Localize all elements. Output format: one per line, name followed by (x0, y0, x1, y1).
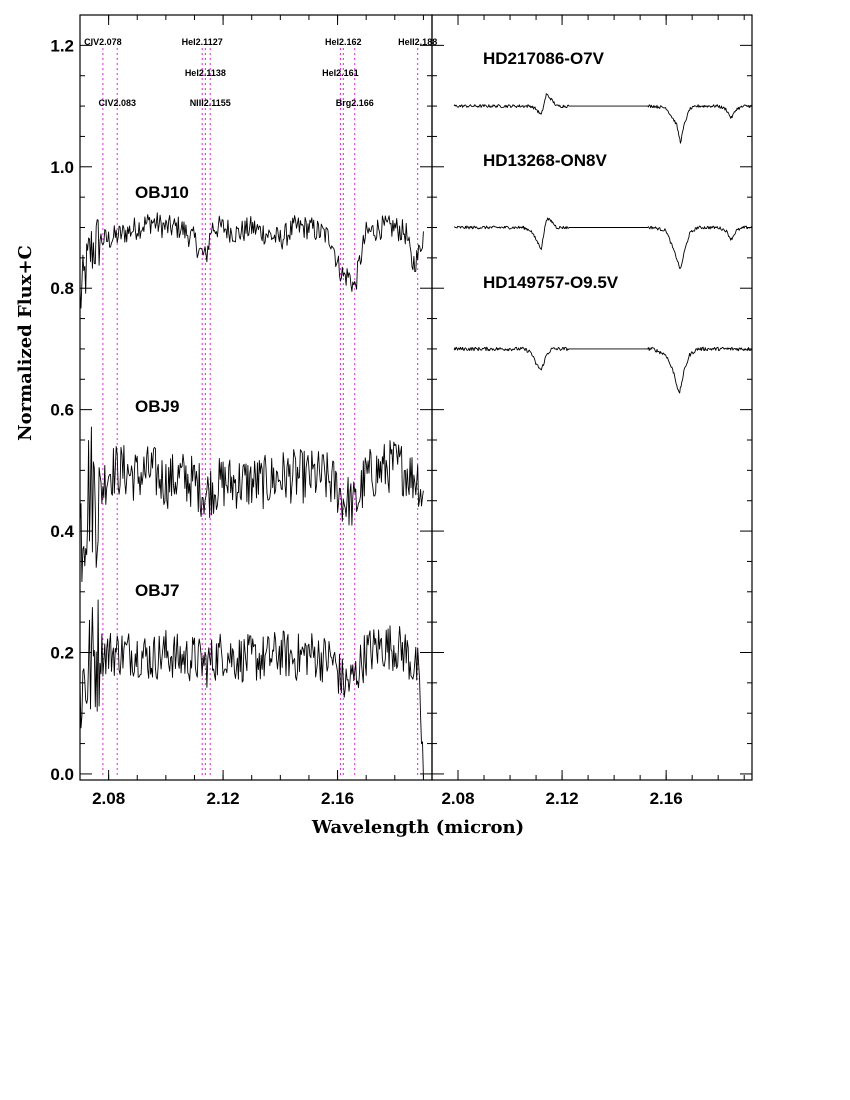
x-axis-title: Wavelength (micron) (311, 817, 524, 838)
y-tick-label: 1.2 (50, 36, 74, 55)
right-axis-ticks: 2.08 2.12 2.16 (431, 15, 752, 808)
marker-label-hei2-1138: HeI2.1138 (185, 68, 226, 78)
y-tick-label: 0.2 (50, 644, 74, 663)
line-marker-labels: CIV2.078 CIV2.083 HeI2.1127 HeI2.1138 NIII2.… (84, 37, 437, 108)
marker-label-civ2-078: CIV2.078 (84, 37, 122, 47)
series-label-hd149757-o9-5v: HD149757-O9.5V (483, 273, 619, 292)
right-plot-frame (431, 14, 753, 781)
marker-label-hei2-161: HeI2.161 (322, 68, 359, 78)
left-axis-ticks: 2.08 2.12 2.16 0.0 0.2 0.4 0.6 0.8 1.0 1.2 (50, 15, 432, 808)
left-spectra (79, 212, 424, 777)
y-tick-label: 0.4 (50, 522, 74, 541)
series-label-hd13268-on8v: HD13268-ON8V (483, 151, 607, 170)
y-tick-label: 0.6 (50, 401, 74, 420)
right-spectrum-labels: HD217086-O7V HD13268-ON8V HD149757-O9.5V (483, 49, 619, 292)
x-tick-label: 2.16 (321, 789, 354, 808)
marker-label-hei2-1127: HeI2.1127 (182, 37, 223, 47)
x-tick-label: 2.08 (441, 789, 474, 808)
spectrum-hd149757-o9-5v (453, 346, 753, 394)
marker-label-hei2-162: HeI2.162 (325, 37, 362, 47)
x-tick-label: 2.08 (92, 789, 125, 808)
x-tick-label: 2.12 (546, 789, 579, 808)
marker-label-brg2-166: Brg2.166 (336, 98, 374, 108)
y-tick-label: 1.0 (50, 158, 74, 177)
spectrum-obj10 (79, 212, 424, 309)
marker-label-civ2-083: CIV2.083 (98, 98, 136, 108)
line-markers (102, 48, 419, 778)
left-panel: CIV2.078 CIV2.083 HeI2.1127 HeI2.1138 NIII2.… (50, 14, 437, 808)
series-label-obj7: OBJ7 (135, 581, 179, 600)
y-tick-label: 0.8 (50, 279, 74, 298)
y-tick-label: 0.0 (50, 765, 74, 784)
x-tick-label: 2.12 (207, 789, 240, 808)
spectrum-hd13268-on8v (454, 217, 753, 269)
spectrum-obj7 (79, 599, 424, 777)
marker-label-niii2-1155: NIII2.1155 (190, 98, 231, 108)
left-spectrum-labels: OBJ10 OBJ9 OBJ7 (135, 183, 189, 600)
spectrum-hd217086-o7v (453, 93, 753, 144)
right-spectra (453, 93, 753, 394)
x-tick-label: 2.16 (650, 789, 683, 808)
marker-label-heii2-188: HeII2.188 (398, 37, 437, 47)
series-label-obj10: OBJ10 (135, 183, 189, 202)
series-label-hd217086-o7v: HD217086-O7V (483, 49, 605, 68)
spectrum-obj9 (79, 426, 424, 583)
right-panel: 2.08 2.12 2.16 HD217086-O7V HD13268-ON8V HD1… (431, 14, 753, 808)
series-label-obj9: OBJ9 (135, 397, 179, 416)
y-axis-title: Normalized Flux+C (15, 245, 36, 441)
